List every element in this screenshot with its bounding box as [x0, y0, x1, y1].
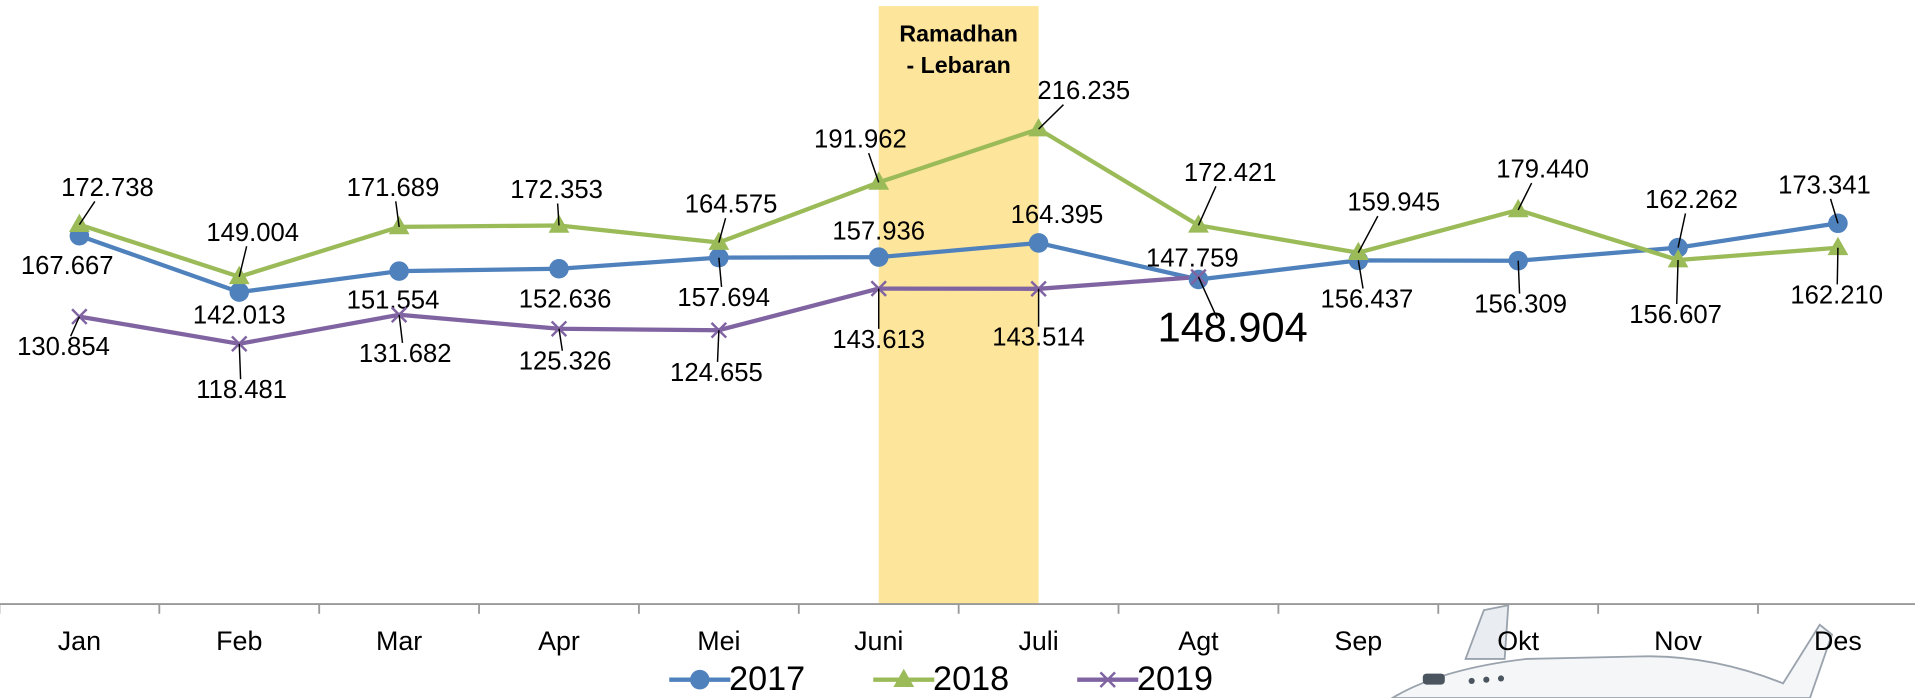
data-label: 130.854: [17, 333, 110, 361]
data-label: 124.655: [670, 359, 763, 387]
data-label: 179.440: [1496, 156, 1589, 184]
page: {"chart_data": {"type": "line", "categor…: [0, 0, 1915, 698]
x-tick-label: Apr: [538, 626, 580, 656]
data-label: 162.262: [1645, 186, 1738, 214]
highlight-label: - Lebaran: [906, 52, 1010, 78]
data-label: 143.613: [832, 326, 925, 354]
x-tick-label: Sep: [1334, 626, 1382, 656]
data-label: 171.689: [347, 174, 440, 202]
data-label: 172.353: [510, 176, 603, 204]
data-label: 157.694: [677, 284, 770, 312]
x-tick-label: Des: [1814, 626, 1862, 656]
x-tick-label: Agt: [1178, 626, 1219, 656]
leader-line: [869, 153, 879, 182]
x-tick-label: Feb: [216, 626, 262, 656]
data-label: 125.326: [519, 348, 612, 376]
leader-line: [239, 344, 240, 379]
x-tick-label: Juni: [854, 626, 903, 656]
legend-marker: [690, 670, 710, 690]
highlight-band: [879, 6, 1039, 604]
point: [389, 261, 409, 281]
x-tick-label: Juli: [1018, 626, 1058, 656]
data-label: 131.682: [359, 340, 452, 368]
point: [1029, 233, 1049, 253]
point: [1188, 214, 1209, 232]
point: [229, 282, 249, 302]
data-label: 156.309: [1474, 291, 1567, 319]
legend-label: 2017: [729, 660, 805, 698]
highlight-label: Ramadhan: [899, 21, 1018, 47]
point: [1508, 199, 1529, 217]
data-label: 152.636: [519, 285, 612, 313]
data-label: 118.481: [196, 376, 287, 404]
airplane: [1392, 605, 1832, 698]
legend-item: 2017: [669, 660, 805, 698]
point: [549, 259, 569, 279]
x-tick-label: Mar: [376, 626, 422, 656]
data-label: 172.421: [1184, 159, 1277, 187]
leader-line: [1837, 248, 1838, 285]
data-label: 172.738: [61, 174, 154, 202]
data-label: 216.235: [1037, 77, 1130, 105]
x-tick-label: Nov: [1654, 626, 1702, 656]
leader-line: [718, 330, 719, 362]
data-label: 142.013: [193, 301, 286, 329]
legend-item: 2018: [873, 660, 1009, 698]
leader-line: [79, 201, 94, 224]
x-tick-label: Okt: [1497, 626, 1539, 656]
data-label: 156.607: [1629, 301, 1722, 329]
point: [869, 247, 889, 267]
leader-line: [239, 246, 246, 277]
data-label: 156.437: [1321, 285, 1414, 313]
data-label: 157.936: [832, 217, 925, 245]
data-label: 148.904: [1158, 304, 1308, 351]
x-tick-label: Mei: [697, 626, 740, 656]
data-label: 173.341: [1778, 171, 1871, 199]
x-tick-label: Jan: [58, 626, 101, 656]
legend-item: 2019: [1077, 660, 1213, 698]
data-label: 159.945: [1347, 189, 1440, 217]
data-label: 167.667: [21, 252, 114, 280]
chart: Ramadhan - Lebaran Jan Feb Mar Apr Mei Juni Jul…: [0, 0, 1915, 698]
point: [69, 214, 90, 232]
legend-label: 2019: [1137, 660, 1213, 698]
leader-line: [1518, 183, 1531, 210]
data-label: 143.514: [992, 324, 1085, 352]
data-label: 162.210: [1790, 281, 1883, 309]
data-label: 164.575: [685, 191, 778, 219]
data-label: 191.962: [814, 126, 907, 154]
data-label: 147.759: [1146, 245, 1239, 273]
data-label: 164.395: [1011, 201, 1104, 229]
data-label: 149.004: [206, 219, 299, 247]
legend-label: 2018: [933, 660, 1009, 698]
leader-line: [1039, 105, 1064, 129]
leader-line: [1198, 186, 1215, 225]
